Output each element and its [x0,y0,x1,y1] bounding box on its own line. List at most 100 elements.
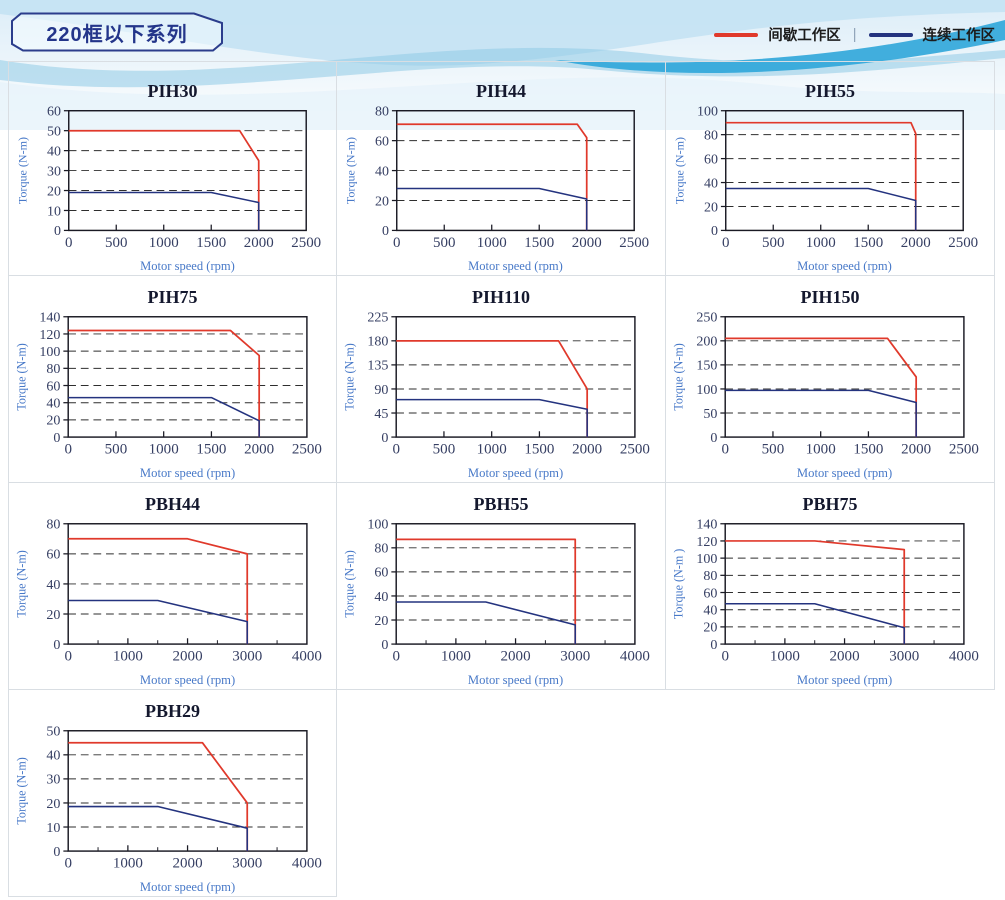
y-tick-label: 20 [703,620,717,636]
y-tick-label: 10 [47,204,61,219]
x-tick-label: 3000 [560,649,590,665]
x-tick-label: 4000 [949,649,979,665]
axis-frame [725,110,964,232]
x-tick-label: 2500 [291,442,321,458]
y-tick-label: 0 [53,844,60,860]
y-tick-label: 60 [704,153,718,168]
y-tick-label: 0 [710,430,717,446]
y-tick-label: 0 [54,224,61,239]
x-tick-label: 500 [104,442,127,458]
y-tick-label: 50 [703,406,717,422]
x-axis-label: Motor speed (rpm) [139,673,234,687]
continuous-zone-line [396,399,588,438]
empty-cell [666,690,995,897]
intermittent-zone-line [68,130,260,231]
y-axis-label: Torque (N-m) [14,550,28,617]
intermittent-zone-line [725,121,917,231]
empty-cell [337,690,666,897]
y-tick-label: 40 [374,589,388,605]
x-tick-label: 1500 [853,442,883,458]
y-tick-label: 20 [375,194,389,209]
axis-frame [724,523,965,646]
x-tick-label: 2000 [830,649,860,665]
intermittent-zone-line [67,329,260,438]
chart-title: PIH110 [471,287,530,307]
continuous-zone-line [67,397,260,438]
x-tick-label: 1000 [441,649,471,665]
page-title: 220框以下系列 [46,23,188,46]
chart-plot: 0 20 40 60 80 0 500 1000 1500 2000 2500 Torque (N-m… [343,105,649,273]
x-tick-label: 500 [433,235,455,251]
chart-panel-PBH29: PBH29 0 10 20 30 40 50 0 1000 2000 3000 4000 Torque … [8,690,337,897]
y-tick-label: 120 [39,327,60,343]
x-tick-label: 2000 [172,649,202,665]
continuous-legend-label: 连续工作区 [922,28,996,44]
y-tick-label: 225 [367,310,388,326]
chart-title: PIH30 [147,81,198,101]
x-tick-label: 1000 [112,649,142,665]
y-tick-label: 40 [46,577,60,593]
x-axis-label: Motor speed (rpm) [797,259,892,273]
axis-frame [66,730,308,853]
x-tick-label: 3000 [232,649,262,665]
y-tick-label: 20 [46,607,60,623]
x-tick-label: 1000 [112,856,142,872]
series-title-box: 220框以下系列 [10,12,224,52]
y-tick-label: 20 [47,185,61,200]
x-tick-label: 1000 [477,442,507,458]
x-tick-label: 2500 [620,442,650,458]
x-tick-label: 0 [721,649,729,665]
continuous-zone-line [725,389,917,438]
x-tick-label: 3000 [232,856,262,872]
chart-panel-PIH44: PIH44 0 20 40 60 80 0 500 1000 1500 2000 2500 Torque… [337,61,666,276]
chart-panel-PIH150: PIH150 0 50 100 150 200 250 0 500 1000 1500 2000 250… [666,276,995,483]
y-tick-label: 0 [710,637,717,653]
x-axis-label: Motor speed (rpm) [797,673,892,687]
y-tick-label: 0 [53,430,60,446]
x-tick-label: 0 [392,442,400,458]
x-tick-label: 2000 [501,649,531,665]
x-tick-label: 2500 [948,235,978,251]
chart-panel-PIH55: PIH55 0 20 40 60 80 100 0 500 1000 1500 2000 2500 Tor… [666,61,995,276]
x-axis-label: Motor speed (rpm) [468,673,563,687]
x-axis-label: Motor speed (rpm) [468,466,563,480]
x-tick-label: 0 [392,649,400,665]
intermittent-legend-label: 间歇工作区 [768,28,841,44]
y-tick-label: 120 [696,534,717,550]
y-tick-label: 0 [382,224,389,239]
x-tick-label: 4000 [291,856,321,872]
chart-panel-PBH55: PBH55 0 20 40 60 80 100 0 1000 2000 3000 4000 Torque… [337,483,666,690]
continuous-zone-line [725,603,906,645]
y-tick-label: 0 [711,224,718,239]
x-tick-label: 500 [762,442,785,458]
x-tick-label: 2000 [901,235,931,251]
continuous-zone-line [396,601,577,645]
y-tick-label: 180 [367,334,388,350]
y-tick-label: 30 [47,165,61,180]
x-tick-label: 2500 [949,442,979,458]
y-tick-label: 200 [696,334,717,350]
x-tick-label: 3000 [889,649,919,665]
continuous-zone-line [67,806,248,852]
x-tick-label: 1500 [196,235,226,251]
y-axis-label: Torque (N-m) [343,137,357,204]
chart-title: PBH55 [473,494,529,514]
y-tick-label: 40 [47,145,61,160]
y-tick-label: 20 [704,200,718,215]
x-tick-label: 1000 [806,235,836,251]
intermittent-zone-line [396,538,577,645]
y-tick-label: 40 [704,177,718,192]
y-axis-label: Torque (N-m) [672,137,686,204]
y-tick-label: 60 [47,105,61,120]
y-tick-label: 80 [46,361,60,377]
y-tick-label: 100 [367,517,388,533]
y-tick-label: 0 [53,637,60,653]
x-tick-label: 2000 [901,442,931,458]
x-axis-label: Motor speed (rpm) [139,466,234,480]
x-tick-label: 1500 [524,442,554,458]
y-tick-label: 30 [46,772,60,788]
